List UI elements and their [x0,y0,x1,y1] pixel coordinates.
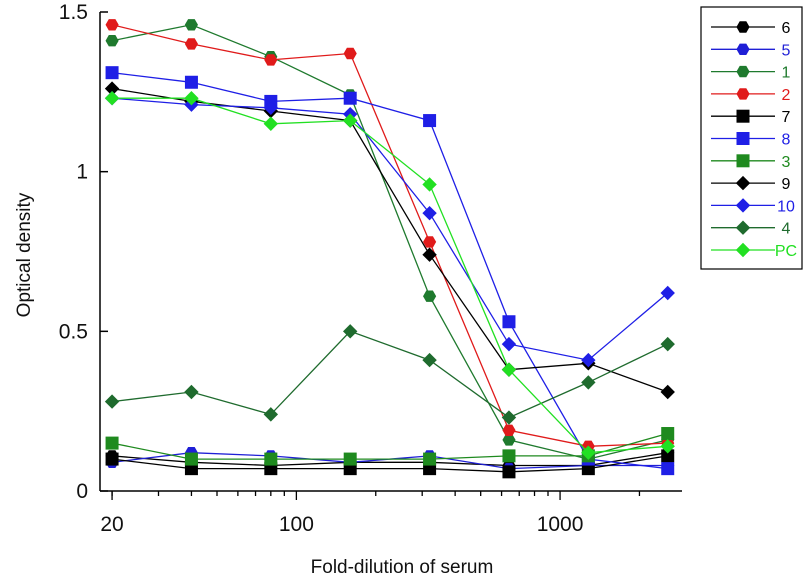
legend-marker [736,43,750,55]
series-line [112,72,668,470]
data-point [422,205,437,221]
data-point [184,452,198,466]
series-line [111,432,668,460]
legend-label: 2 [782,87,791,104]
y-tick-label: 1.5 [59,1,88,24]
data-point [422,177,437,192]
legend-marker [735,242,751,258]
legend-label: 10 [777,198,795,215]
data-point [422,352,437,368]
series-line [111,24,668,447]
legend-marker [736,65,750,78]
data-point [661,427,675,441]
legend-marker [735,198,751,213]
data-point [105,19,119,31]
series-line [112,455,668,473]
legend: 6 5 1 2 7 8 3 9 10 4 PC [700,6,803,270]
data-point [501,336,517,352]
data-point [105,452,119,466]
data-point [423,114,437,128]
data-point [501,410,517,425]
y-axis-ticks: 0 0.5 1 1.5 [59,1,108,503]
data-point [343,47,357,60]
series-8 [105,66,675,476]
legend-marker [736,88,750,100]
series-layer [104,19,675,479]
data-point [104,91,120,106]
data-point [105,35,119,47]
data-point [661,462,675,476]
data-point [581,352,596,368]
series-10 [104,91,675,368]
data-point [264,54,278,66]
legend-marker [735,220,751,235]
series-line [112,97,669,361]
legend-label: PC [775,243,797,260]
data-point [660,336,675,352]
plot-area [99,12,682,492]
legend-marker [736,21,750,33]
data-point [263,116,279,131]
data-point [342,113,358,128]
data-point [184,19,198,31]
x-axis-title: Fold-dilution of serum [311,557,494,578]
series-line [111,87,668,393]
legend-label: 4 [782,221,791,238]
legend-label: 5 [782,42,791,59]
y-tick-label: 0.5 [59,320,88,343]
legend-label: 6 [782,20,791,37]
series-4 [104,324,675,425]
data-point [105,436,119,450]
data-point [660,285,675,301]
data-point [502,449,516,463]
legend-label: 7 [782,109,791,126]
data-point [501,362,517,377]
y-tick-label: 0 [76,480,88,503]
legend-marker [736,109,750,123]
data-point [423,290,437,302]
x-tick-label: 100 [279,513,314,536]
data-point [581,445,596,460]
data-point [423,452,437,466]
series-9 [104,81,675,400]
data-point [660,384,675,400]
legend-label: 3 [782,154,791,171]
x-tick-label: 20 [100,513,123,536]
data-point [105,66,119,80]
data-point [342,324,358,339]
data-point [184,384,199,400]
series-3 [105,427,675,466]
data-point [423,236,437,248]
legend-marker [735,175,751,191]
legend-label: 8 [782,132,791,149]
data-point [184,38,198,50]
series-PC [104,91,675,460]
data-point [104,394,120,409]
x-axis-ticks: 20 100 1000 [100,491,641,536]
data-point [502,465,516,479]
legend-label: 9 [782,176,791,193]
data-point [264,452,278,466]
legend-marker [736,154,750,168]
series-line [112,330,668,419]
legend-label: 1 [782,65,791,82]
data-point [581,375,596,390]
data-point [660,439,675,454]
data-point [184,91,199,106]
data-point [263,407,279,422]
data-point [502,434,516,446]
legend-marker [736,132,750,145]
y-tick-label: 1 [76,161,88,184]
data-point [343,452,357,466]
data-point [343,91,357,105]
x-tick-label: 1000 [537,513,584,536]
series-line [112,97,668,454]
data-point [502,424,516,436]
data-point [184,75,198,89]
data-point [263,100,279,116]
data-point [422,247,437,262]
data-point [502,315,516,329]
y-axis-title: Optical density [14,192,35,317]
